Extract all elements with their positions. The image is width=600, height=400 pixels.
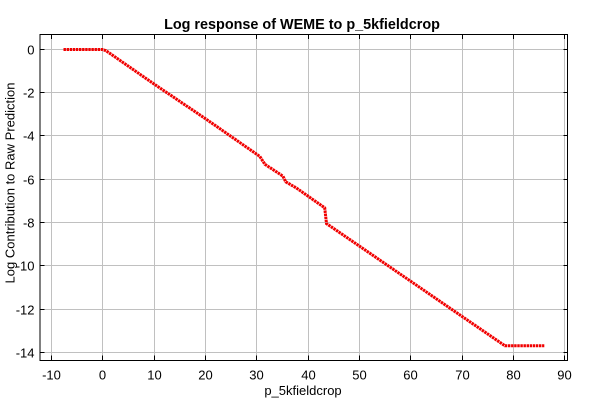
svg-text:0: 0 xyxy=(27,43,34,58)
svg-text:0: 0 xyxy=(99,368,106,383)
svg-text:p_5kfieldcrop: p_5kfieldcrop xyxy=(264,383,341,398)
svg-text:50: 50 xyxy=(352,368,366,383)
svg-text:-2: -2 xyxy=(23,86,35,101)
svg-text:60: 60 xyxy=(403,368,417,383)
svg-text:-8: -8 xyxy=(23,216,35,231)
svg-text:-10: -10 xyxy=(42,368,61,383)
svg-text:10: 10 xyxy=(147,368,161,383)
svg-text:-10: -10 xyxy=(16,259,35,274)
svg-text:Log Contribution to Raw Predic: Log Contribution to Raw Prediction xyxy=(3,83,18,284)
svg-text:30: 30 xyxy=(249,368,263,383)
svg-text:-14: -14 xyxy=(16,346,35,361)
svg-text:20: 20 xyxy=(198,368,212,383)
svg-text:Log response of WEME to p_5kfi: Log response of WEME to p_5kfieldcrop xyxy=(164,17,440,33)
svg-text:90: 90 xyxy=(557,368,571,383)
svg-text:-4: -4 xyxy=(23,129,35,144)
svg-text:70: 70 xyxy=(455,368,469,383)
svg-text:40: 40 xyxy=(301,368,315,383)
svg-text:-12: -12 xyxy=(16,303,35,318)
svg-text:80: 80 xyxy=(506,368,520,383)
svg-text:-6: -6 xyxy=(23,173,35,188)
